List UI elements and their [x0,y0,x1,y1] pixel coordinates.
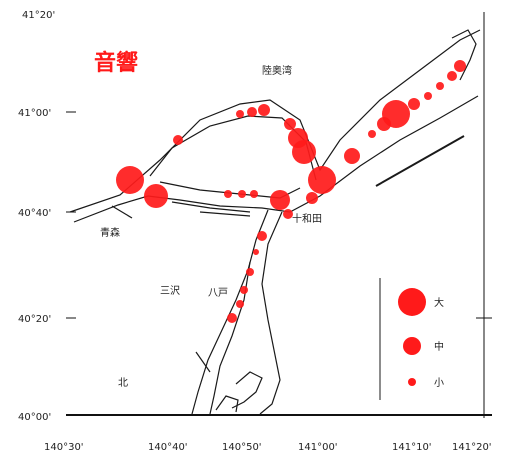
legend: 大 中 小 [398,288,444,389]
lat-label-4: 40°00' [18,412,51,423]
lon-label-1: 140°30' [44,442,84,453]
legend-medium-bubble [403,337,421,355]
map-frame [66,12,492,418]
lon-label-6: 141°20' [452,442,492,453]
lon-label-5: 141°10' [392,442,432,453]
place-label-hachinohe: 八戸 [208,287,228,299]
coastline [69,29,481,415]
map-title: 音響 [94,50,138,76]
lat-label-1: 41°00' [18,108,51,119]
legend-label-medium: 中 [434,340,444,353]
place-label-north: 北 [118,377,128,389]
lon-label-2: 140°40' [148,442,188,453]
place-label-mutsu-bay: 陸奥湾 [262,64,292,77]
place-label-aomori: 青森 [100,226,120,239]
legend-small-bubble [408,378,416,386]
lon-label-4: 141°00' [298,442,338,453]
legend-label-large: 大 [434,296,444,309]
place-label-misawa: 三沢 [160,284,180,297]
legend-large-bubble [398,288,426,316]
lat-label-3: 40°20' [18,314,51,325]
lat-label-top: 41°20' [22,10,55,21]
place-label-towada: 十和田 [292,212,322,225]
lat-label-2: 40°40' [18,208,51,219]
lon-label-3: 140°50' [222,442,262,453]
bubble-layer [116,60,466,323]
legend-label-small: 小 [434,377,444,389]
